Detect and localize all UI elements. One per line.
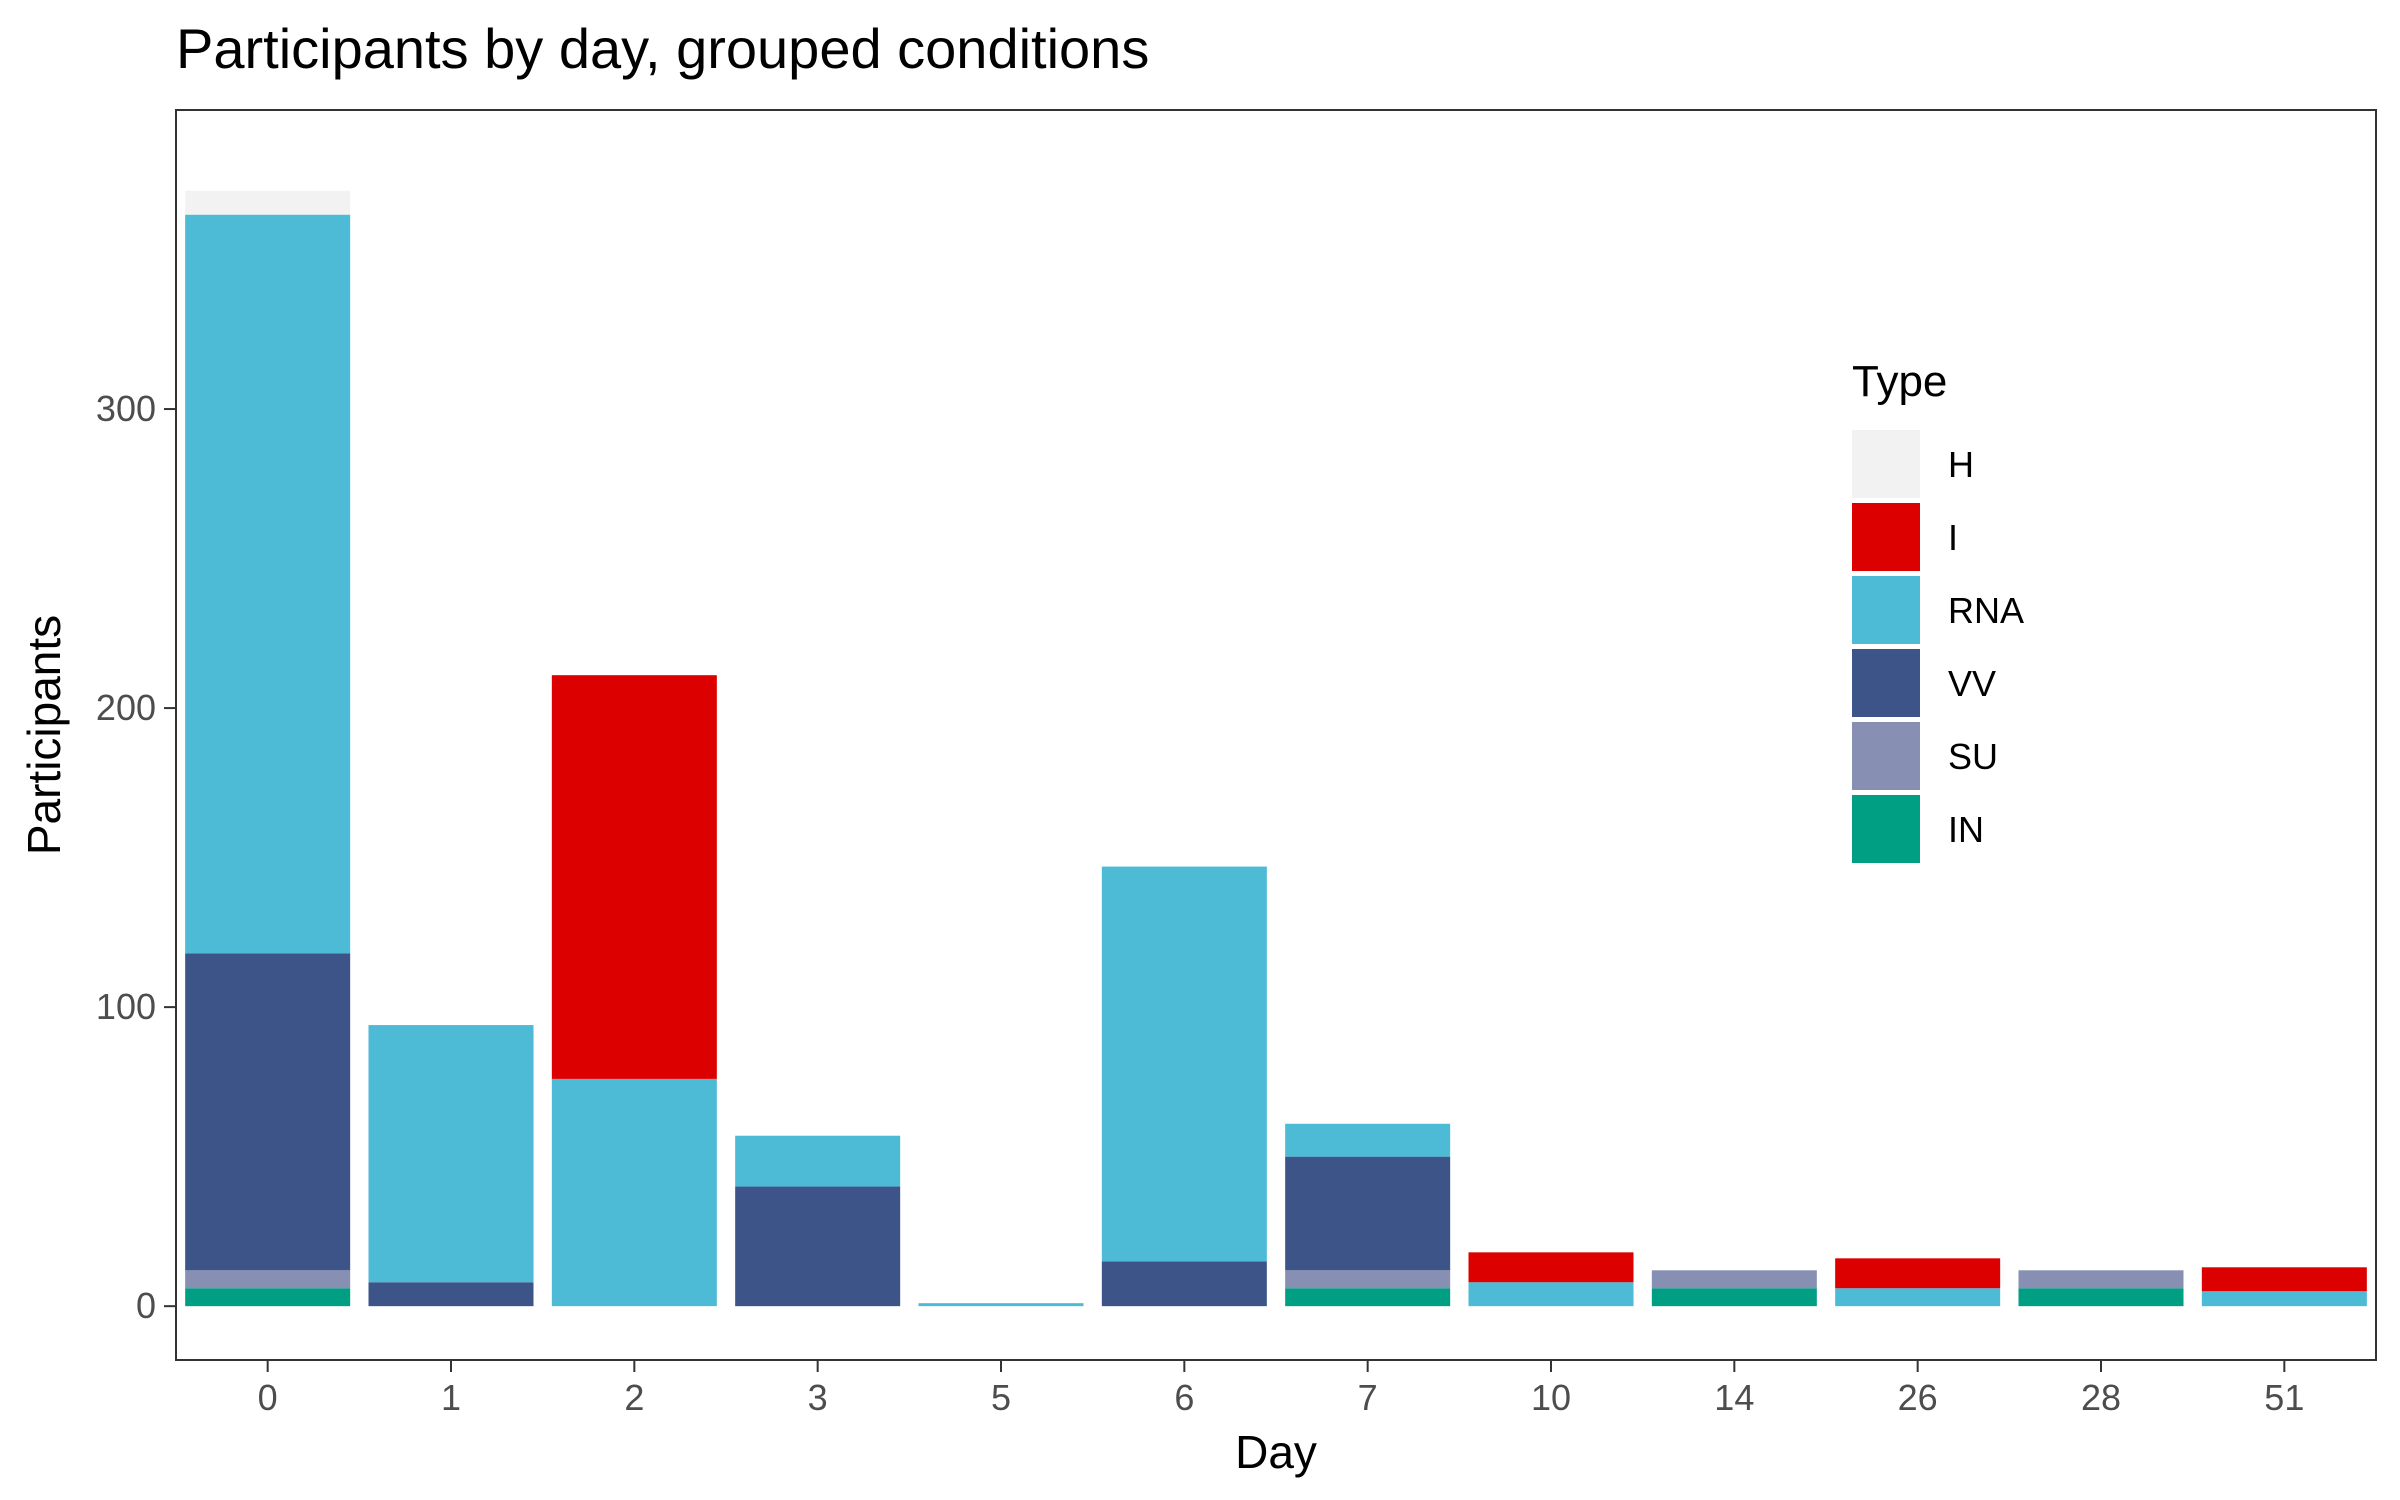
x-tick-label: 7 — [1358, 1377, 1378, 1418]
bar-segment-rna-day-10 — [1468, 1282, 1634, 1307]
bar-segment-vv-day-0 — [185, 953, 351, 1271]
bar-segment-su-day-7 — [1285, 1270, 1451, 1289]
x-tick-label: 6 — [1174, 1377, 1194, 1418]
bars-layer — [185, 190, 2367, 1307]
y-tick-label: 0 — [136, 1285, 156, 1326]
y-axis: 0 100 200 300 — [96, 388, 176, 1326]
legend-key-su — [1852, 722, 1920, 790]
x-tick-label: 10 — [1531, 1377, 1571, 1418]
x-tick-label: 14 — [1714, 1377, 1754, 1418]
bar-segment-rna-day-3 — [735, 1135, 901, 1187]
x-tick-label: 1 — [441, 1377, 461, 1418]
bar-segment-i-day-10 — [1468, 1252, 1634, 1283]
bar-segment-rna-day-2 — [551, 1078, 717, 1307]
bar-segment-i-day-51 — [2201, 1267, 2367, 1292]
bar-segment-vv-day-3 — [735, 1186, 901, 1307]
bar-segment-in-day-28 — [2018, 1288, 2184, 1307]
y-tick-label: 100 — [96, 986, 156, 1027]
legend-label-rna: RNA — [1948, 590, 2024, 631]
legend-key-vv — [1852, 649, 1920, 717]
bar-segment-rna-day-5 — [918, 1303, 1084, 1307]
chart-title: Participants by day, grouped conditions — [176, 17, 1149, 80]
bar-segment-rna-day-26 — [1835, 1288, 2001, 1307]
bar-segment-rna-day-1 — [368, 1025, 534, 1283]
legend-label-su: SU — [1948, 736, 1998, 777]
bar-segment-rna-day-7 — [1285, 1123, 1451, 1157]
legend-key-i — [1852, 503, 1920, 571]
x-tick-label: 26 — [1898, 1377, 1938, 1418]
bar-segment-i-day-2 — [551, 675, 717, 1079]
bar-segment-rna-day-6 — [1101, 866, 1267, 1262]
x-tick-label: 28 — [2081, 1377, 2121, 1418]
bar-segment-in-day-14 — [1651, 1288, 1817, 1307]
bar-segment-i-day-26 — [1835, 1258, 2001, 1289]
legend-label-h: H — [1948, 444, 1974, 485]
x-tick-label: 51 — [2264, 1377, 2304, 1418]
y-tick-label: 300 — [96, 388, 156, 429]
bar-segment-in-day-7 — [1285, 1288, 1451, 1307]
x-tick-label: 3 — [808, 1377, 828, 1418]
x-axis: 0 1 2 3 5 6 7 10 14 26 28 51 — [258, 1360, 2304, 1418]
legend-title: Type — [1852, 357, 1947, 406]
x-tick-label: 5 — [991, 1377, 1011, 1418]
bar-segment-rna-day-0 — [185, 214, 351, 954]
bar-segment-vv-day-7 — [1285, 1156, 1451, 1271]
legend-label-in: IN — [1948, 809, 1984, 850]
x-axis-title: Day — [1235, 1426, 1317, 1478]
plot-panel — [175, 109, 2377, 1361]
legend-key-in — [1852, 795, 1920, 863]
bar-segment-rna-day-51 — [2201, 1291, 2367, 1307]
legend-key-h — [1852, 430, 1920, 498]
bar-segment-h-day-0 — [185, 190, 351, 215]
bar-segment-vv-day-1 — [368, 1282, 534, 1307]
bar-segment-vv-day-6 — [1101, 1261, 1267, 1307]
bar-segment-in-day-0 — [185, 1288, 351, 1307]
legend: Type HI RNA VV SU IN — [1852, 357, 2024, 863]
y-tick-label: 200 — [96, 687, 156, 728]
bar-segment-su-day-14 — [1651, 1270, 1817, 1289]
x-tick-label: 2 — [624, 1377, 644, 1418]
legend-label-vv: VV — [1948, 663, 1996, 704]
y-axis-title: Participants — [18, 615, 70, 855]
legend-label-i: I — [1948, 517, 1958, 558]
x-tick-label: 0 — [258, 1377, 278, 1418]
bar-segment-su-day-0 — [185, 1270, 351, 1289]
legend-key-rna — [1852, 576, 1920, 644]
bar-segment-su-day-28 — [2018, 1270, 2184, 1289]
